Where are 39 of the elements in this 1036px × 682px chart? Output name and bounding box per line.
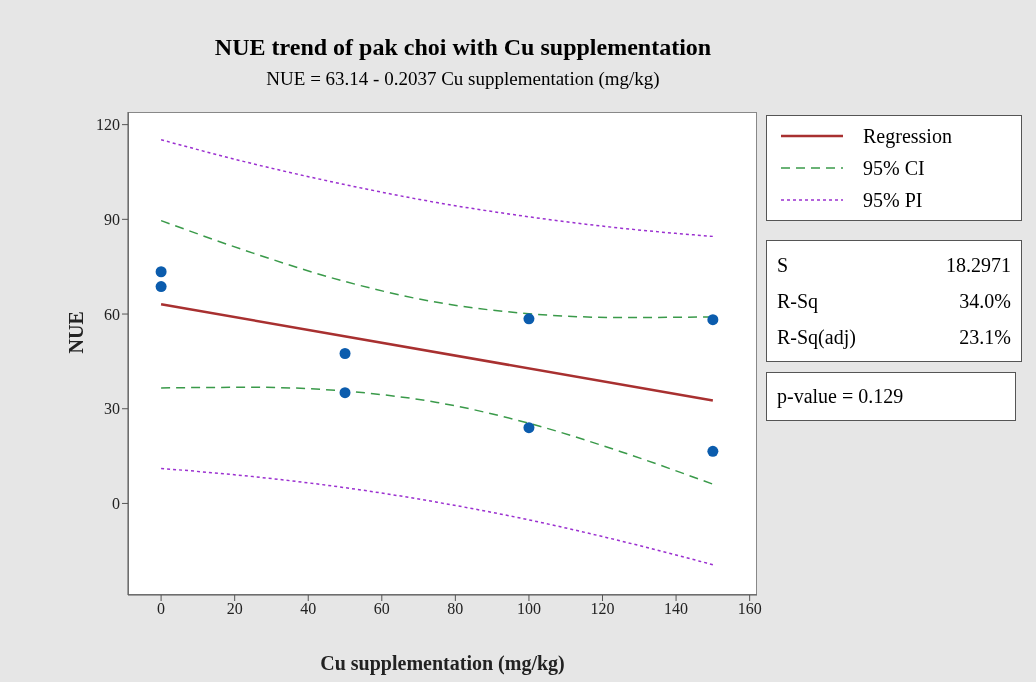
x-tick-label: 100	[516, 600, 541, 618]
point	[339, 348, 351, 359]
point	[523, 422, 535, 434]
x-tick-label: 0	[157, 600, 166, 618]
point	[339, 387, 351, 399]
line-series	[160, 386, 714, 485]
y-tick-label: 30	[104, 400, 120, 418]
x-tick-label: 60	[373, 600, 390, 618]
x-tick-label: 140	[664, 600, 689, 618]
x-tick-label: 40	[300, 600, 317, 618]
point	[523, 313, 535, 325]
point	[155, 266, 167, 278]
legend-label: 95% CI	[863, 156, 925, 180]
x-tick-label: 80	[447, 600, 464, 618]
text: R-Sq(adj)	[777, 325, 856, 349]
chart-subtitle: NUE = 63.14 - 0.2037 Cu supplementation (mg/kg)	[265, 68, 661, 90]
text: p-value = 0.129	[766, 372, 1016, 421]
y-tick-label: 120	[96, 116, 120, 134]
x-tick-label: 120	[590, 600, 615, 618]
y-tick-label: 90	[104, 211, 120, 229]
text: R-Sq	[777, 289, 819, 313]
point	[707, 445, 719, 457]
legend-label: 95% PI	[863, 188, 923, 212]
point	[707, 314, 719, 326]
y-tick-label: 0	[112, 495, 120, 513]
x-tick-label: 20	[226, 600, 243, 618]
text: S	[777, 253, 789, 277]
x-tick-label: 160	[737, 600, 762, 618]
text: 18.2971	[946, 253, 1011, 277]
y-axis-title: NUE	[65, 311, 88, 354]
text: 23.1%	[959, 325, 1011, 349]
line-series	[160, 139, 714, 238]
x-axis-title: Cu supplementation (mg/kg)	[320, 652, 565, 675]
legend-label: Regression	[863, 124, 952, 148]
line-series	[160, 467, 714, 566]
chart-title: NUE trend of pak choi with Cu supplementation	[213, 34, 713, 61]
point	[155, 281, 167, 293]
y-tick-label: 60	[104, 305, 120, 323]
text: 34.0%	[959, 289, 1011, 313]
